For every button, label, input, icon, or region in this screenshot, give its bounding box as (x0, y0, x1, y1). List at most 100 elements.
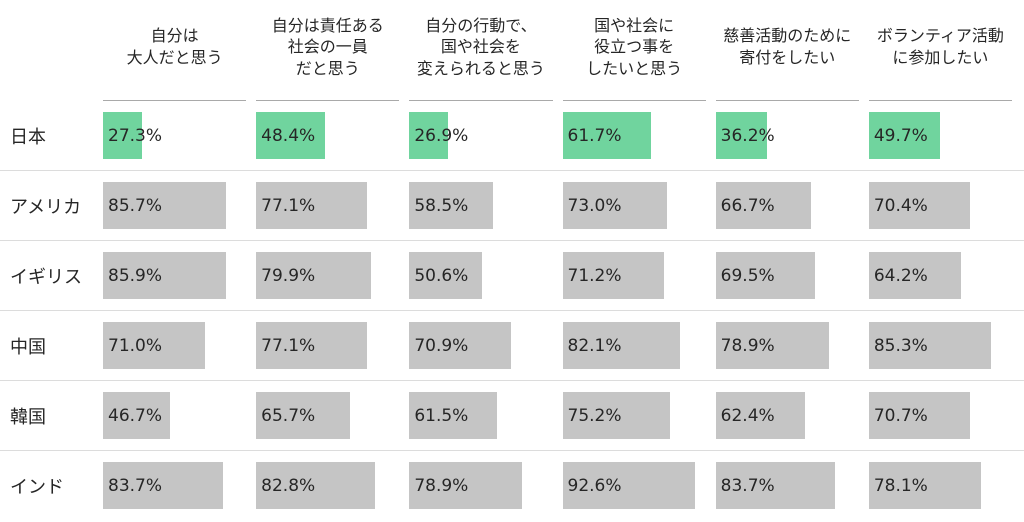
bar-cell: 70.4% (868, 171, 1012, 240)
bar-value-label: 64.2% (873, 265, 928, 286)
bar-cell: 65.7% (256, 381, 399, 450)
country-label: 中国 (10, 336, 46, 358)
bar-value-label: 49.7% (873, 125, 928, 146)
column-header: ボランティア活動 に参加したい (868, 0, 1012, 101)
table-row: アメリカ 85.7% 77.1% 58.5% 73.0% 66.7% 70.4% (0, 171, 1024, 241)
bar-cell: 27.3% (103, 101, 246, 170)
bar-value-label: 92.6% (567, 476, 622, 496)
bar (409, 252, 482, 299)
bar (409, 392, 498, 439)
bar (562, 182, 667, 229)
table-row: 日本 27.3% 48.4% 26.9% 61.7% 36.2% 49.7% (0, 101, 1024, 171)
bar-cell: 61.7% (562, 101, 706, 170)
bar-value-label: 85.9% (108, 265, 163, 286)
bar-value-label: 82.8% (261, 476, 316, 496)
bar (103, 322, 205, 369)
bar (562, 392, 671, 439)
bar (868, 462, 981, 509)
bar-cell: 66.7% (715, 171, 859, 240)
bar-cell: 26.9% (409, 101, 552, 170)
bar-cell: 58.5% (409, 171, 552, 240)
highlighted-bar (103, 112, 143, 159)
bar-cell: 82.8% (256, 451, 399, 521)
bar-value-label: 83.7% (720, 476, 775, 496)
bar-value-label: 66.7% (720, 195, 775, 216)
bar (103, 392, 170, 439)
bar-value-label: 77.1% (261, 195, 316, 216)
chart-rows: 日本 27.3% 48.4% 26.9% 61.7% 36.2% 49.7% アメリカ 85.7… (0, 101, 1024, 521)
bar-cell: 78.9% (715, 311, 859, 380)
bar-value-label: 85.3% (873, 335, 928, 356)
header-spacer (0, 0, 93, 101)
bar-cell: 36.2% (715, 101, 859, 170)
bar-value-label: 48.4% (261, 125, 316, 146)
column-header: 自分の行動で、 国や社会を 変えられると思う (409, 0, 553, 101)
bar-value-label: 70.9% (414, 335, 469, 356)
bar-value-label: 85.7% (108, 195, 163, 216)
table-row: イギリス 85.9% 79.9% 50.6% 71.2% 69.5% 64.2% (0, 241, 1024, 311)
column-header: 国や社会に 役立つ事を したいと思う (562, 0, 706, 101)
bar (562, 462, 696, 509)
bar-cell: 82.1% (562, 311, 706, 380)
bar (715, 322, 829, 369)
table-row: インド 83.7% 82.8% 78.9% 92.6% 83.7% 78.1% (0, 451, 1024, 521)
country-label: イギリス (10, 266, 82, 288)
bar-cell: 70.7% (868, 381, 1012, 450)
table-row: 中国 71.0% 77.1% 70.9% 82.1% 78.9% 85.3% (0, 311, 1024, 381)
bar-cell: 83.7% (715, 451, 859, 521)
country-label: アメリカ (10, 196, 82, 218)
highlighted-bar (715, 112, 768, 159)
bar-cell: 71.2% (562, 241, 706, 310)
highlighted-bar (256, 112, 326, 159)
bar-value-label: 61.7% (567, 125, 622, 146)
bar-cell: 71.0% (103, 311, 246, 380)
bar-value-label: 79.9% (261, 265, 316, 286)
bar (715, 392, 805, 439)
bar-value-label: 71.0% (108, 335, 163, 356)
country-label: 韓国 (10, 406, 46, 428)
bar-value-label: 70.4% (873, 195, 928, 216)
bar (409, 182, 494, 229)
bar-cell: 92.6% (562, 451, 706, 521)
bar-value-label: 36.2% (720, 125, 775, 146)
bar-value-label: 70.7% (873, 405, 928, 426)
bar (868, 322, 991, 369)
column-header: 自分は 大人だと思う (103, 0, 247, 101)
bar-cell: 62.4% (715, 381, 859, 450)
bar-cell: 78.1% (868, 451, 1012, 521)
bar-value-label: 78.9% (720, 335, 775, 356)
bar-cell: 61.5% (409, 381, 552, 450)
bar-cell: 85.9% (103, 241, 246, 310)
bar-value-label: 46.7% (108, 405, 163, 426)
bar-cell: 83.7% (103, 451, 246, 521)
bar (103, 252, 226, 299)
country-label: インド (10, 477, 64, 498)
column-header: 慈善活動のために 寄付をしたい (715, 0, 859, 101)
bar-value-label: 78.9% (414, 476, 469, 496)
bar (256, 322, 367, 369)
bar-cell: 49.7% (868, 101, 1012, 170)
bar-value-label: 61.5% (414, 405, 469, 426)
bar-value-label: 50.6% (414, 265, 469, 286)
highlighted-bar (409, 112, 448, 159)
bar (868, 392, 971, 439)
bar-value-label: 78.1% (873, 476, 928, 496)
bar (409, 462, 523, 509)
bar (868, 252, 961, 299)
bar (562, 322, 681, 369)
bar-cell: 75.2% (562, 381, 706, 450)
bar-cell: 70.9% (409, 311, 552, 380)
bar (715, 182, 812, 229)
bar-value-label: 83.7% (108, 476, 163, 496)
bar-cell: 85.3% (868, 311, 1012, 380)
bar-value-label: 26.9% (414, 125, 469, 146)
bar-value-label: 73.0% (567, 195, 622, 216)
bar-value-label: 71.2% (567, 265, 622, 286)
bar-cell: 50.6% (409, 241, 552, 310)
bar-cell: 85.7% (103, 171, 246, 240)
bar-value-label: 58.5% (414, 195, 469, 216)
bar (256, 462, 375, 509)
bar (715, 252, 816, 299)
bar-cell: 78.9% (409, 451, 552, 521)
bar-value-label: 65.7% (261, 405, 316, 426)
